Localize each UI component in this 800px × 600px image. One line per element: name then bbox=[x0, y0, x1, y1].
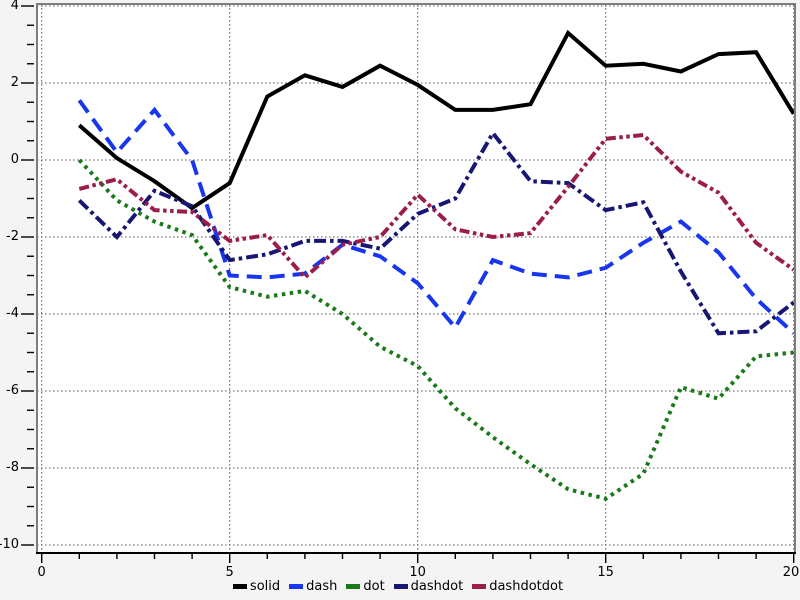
series-line-dashdotdot bbox=[78, 132, 794, 281]
y-tick-label: -6 bbox=[6, 383, 19, 398]
gridlines bbox=[37, 4, 795, 553]
legend-swatch-dot bbox=[346, 584, 361, 589]
legend-label: solid bbox=[249, 579, 281, 594]
legend-item-dot: dot bbox=[346, 579, 385, 594]
x-tick-label: 15 bbox=[597, 565, 614, 580]
series-line-dash bbox=[77, 99, 794, 335]
y-tick-label: 0 bbox=[10, 152, 19, 167]
legend-label: dashdot bbox=[410, 579, 464, 594]
x-tick-label: 5 bbox=[225, 565, 234, 580]
y-tick-label: 2 bbox=[10, 75, 19, 90]
y-tick-label: -10 bbox=[0, 537, 19, 552]
legend-swatch-solid bbox=[232, 584, 247, 589]
y-tick-label: 4 bbox=[10, 0, 19, 13]
legend-swatch-dash bbox=[289, 584, 304, 589]
legend-item-solid: solid bbox=[232, 579, 281, 594]
legend-label: dot bbox=[363, 579, 385, 594]
y-tick-label: -2 bbox=[6, 229, 19, 244]
series-lines bbox=[77, 29, 794, 501]
legend-label: dash bbox=[306, 579, 338, 594]
legend: solid dash dot dashdot dashdotdot bbox=[0, 579, 796, 594]
axis-ticks bbox=[21, 5, 795, 563]
legend-item-dashdotdot: dashdotdot bbox=[472, 579, 563, 594]
plot-frame bbox=[36, 3, 796, 554]
y-tick-label: -4 bbox=[6, 306, 19, 321]
legend-label: dashdotdot bbox=[489, 579, 564, 594]
x-tick-label: 10 bbox=[409, 565, 426, 580]
series-line-solid bbox=[77, 29, 794, 211]
legend-item-dash: dash bbox=[289, 579, 337, 594]
legend-swatch-dashdot bbox=[393, 584, 408, 589]
plot-area bbox=[37, 4, 795, 553]
x-tick-label: 0 bbox=[37, 565, 46, 580]
legend-item-dashdot: dashdot bbox=[393, 579, 464, 594]
legend-swatch-dashdotdot bbox=[472, 584, 487, 589]
y-tick-label: -8 bbox=[6, 460, 19, 475]
x-tick-label: 20 bbox=[782, 565, 800, 580]
